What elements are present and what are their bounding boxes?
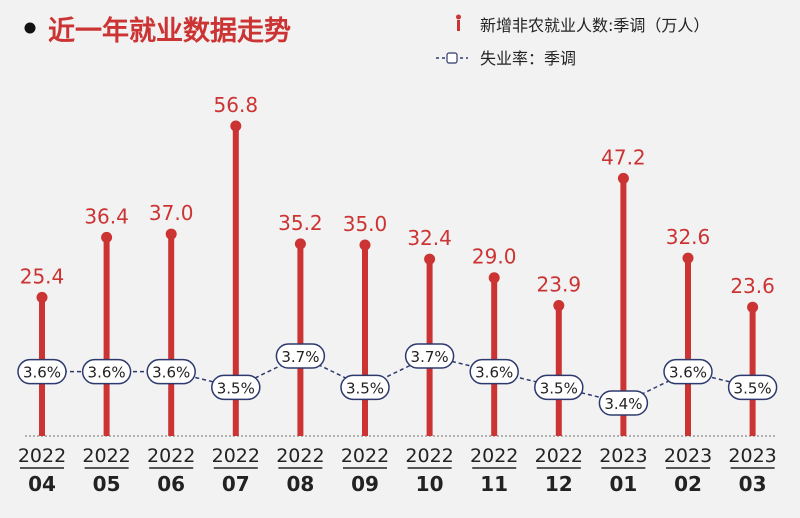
bar-value-label: 35.2 [278, 211, 323, 235]
rate-point [469, 358, 519, 385]
x-tick-year: 2022 [18, 445, 66, 467]
line-layer: 3.6% 3.6% 3.6% 3.5% 3.7% 3.5% 3.7% 3.6% 3.5% 3.4%… [17, 343, 778, 416]
bar [491, 277, 498, 436]
x-tick-month: 11 [480, 472, 508, 496]
x-tick-year: 2023 [664, 445, 712, 467]
bar-value-label: 25.4 [20, 264, 65, 288]
x-tick-year: 2023 [599, 445, 647, 467]
rate-label: 3.5% [346, 379, 384, 397]
bars-layer: 25.4 36.4 37.0 56.8 35.2 35.0 32.4 29.0 23.9 47.2… [20, 93, 775, 437]
x-tick-year: 2022 [276, 445, 324, 467]
bar [232, 126, 239, 436]
x-tick-month: 08 [286, 472, 314, 496]
bar [555, 305, 562, 436]
bar-value-label: 32.4 [407, 226, 452, 250]
bar-value-label: 29.0 [472, 245, 517, 269]
bar [749, 307, 756, 436]
legend-line-label: 失业率：季调 [480, 49, 576, 68]
bar-cap [747, 301, 759, 313]
x-tick-month: 10 [416, 472, 444, 496]
bar-cap [488, 272, 500, 284]
rate-point [534, 374, 584, 401]
bar [362, 244, 368, 436]
title-bullet-icon [24, 22, 36, 34]
x-tick-month: 12 [545, 472, 573, 496]
x-tick-month: 07 [222, 472, 250, 496]
rate-label: 3.5% [540, 379, 578, 397]
bar [620, 178, 627, 437]
rate-point [275, 343, 326, 369]
rate-label: 3.6% [88, 364, 126, 382]
rate-point [404, 343, 455, 369]
rate-point [211, 374, 261, 401]
bar-cap [617, 172, 629, 184]
bar-value-label: 47.2 [601, 145, 646, 169]
bar-cap [682, 252, 694, 264]
bar-cap [101, 231, 113, 243]
x-axis: 2022 04 2022 05 2022 06 2022 07 2022 08 2022 09 2022… [18, 445, 777, 496]
rate-point [598, 390, 649, 416]
rate-point [663, 358, 713, 385]
x-tick-year: 2022 [535, 445, 583, 467]
x-tick-month: 09 [351, 472, 379, 496]
x-tick-year: 2022 [405, 445, 453, 467]
bar [685, 258, 691, 436]
rate-point [727, 374, 778, 401]
rate-label: 3.6% [669, 364, 707, 382]
x-tick-year: 2022 [212, 445, 260, 467]
x-tick-month: 01 [609, 472, 637, 496]
bar-cap [36, 291, 48, 303]
bar-cap [424, 253, 436, 265]
x-tick-year: 2022 [147, 445, 195, 467]
bar-value-label: 23.9 [537, 273, 582, 297]
bar-value-label: 32.6 [666, 225, 711, 249]
x-tick-month: 04 [28, 472, 56, 496]
rate-point [340, 374, 390, 401]
x-tick-year: 2023 [728, 445, 776, 467]
x-tick-year: 2022 [82, 445, 130, 467]
legend: 新增非农就业人数:季调（万人） 失业率：季调 [436, 14, 709, 68]
legend-bar-icon [456, 14, 461, 31]
bar [168, 234, 175, 436]
x-tick-month: 06 [157, 472, 185, 496]
rate-label: 3.6% [152, 364, 190, 382]
bar-value-label: 36.4 [84, 204, 129, 228]
bar-cap [230, 120, 242, 132]
x-tick-year: 2022 [341, 445, 389, 467]
rate-label: 3.7% [281, 348, 319, 366]
bar [297, 243, 304, 436]
bar-cap [359, 239, 371, 251]
rate-point [81, 358, 132, 385]
x-tick-year: 2022 [470, 445, 518, 467]
x-tick-month: 02 [674, 472, 702, 496]
rate-point [17, 358, 67, 385]
bar-value-label: 37.0 [149, 201, 194, 225]
rate-label: 3.5% [734, 379, 772, 397]
bar-cap [553, 300, 565, 312]
bar-value-label: 23.6 [730, 274, 775, 298]
legend-bar-label: 新增非农就业人数:季调（万人） [480, 16, 709, 35]
bar-cap [294, 238, 306, 250]
rate-label: 3.6% [23, 364, 61, 382]
rate-label: 3.7% [411, 348, 449, 366]
rate-label: 3.5% [217, 379, 255, 397]
x-tick-month: 05 [93, 472, 121, 496]
rate-label: 3.6% [475, 364, 513, 382]
bar-value-label: 35.0 [343, 212, 388, 236]
rate-point [146, 358, 196, 385]
bar-cap [165, 228, 177, 240]
x-tick-month: 03 [739, 472, 767, 496]
bar-value-label: 56.8 [214, 93, 259, 117]
bar [103, 237, 110, 436]
rate-label: 3.4% [604, 395, 642, 413]
legend-line-icon [436, 52, 468, 64]
chart-title: 近一年就业数据走势 [48, 15, 291, 47]
